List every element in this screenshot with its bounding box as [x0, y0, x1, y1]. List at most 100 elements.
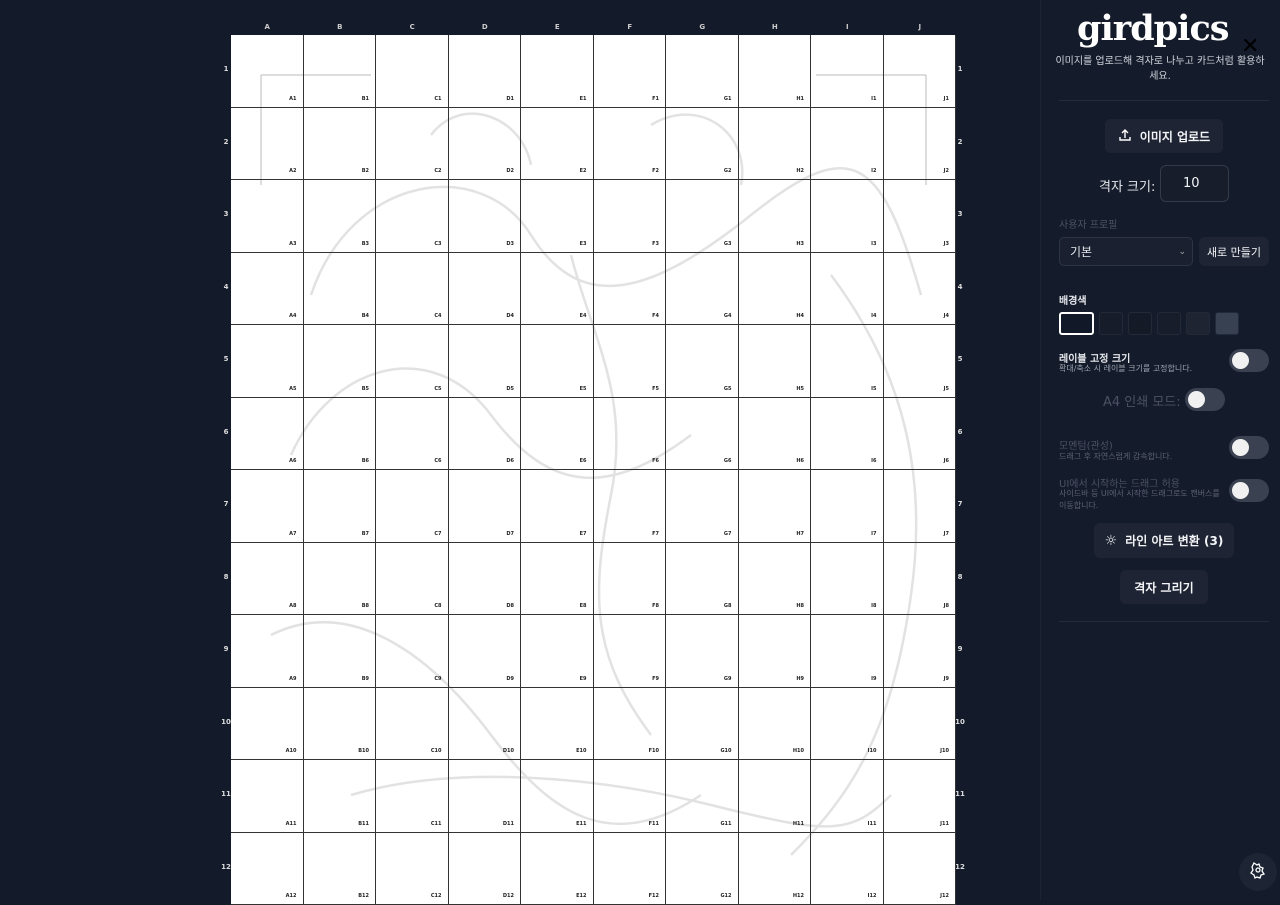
grid-cell[interactable]: E2	[521, 108, 594, 181]
grid-cell[interactable]: D4	[449, 253, 522, 326]
grid-cell[interactable]: G8	[666, 543, 739, 616]
grid-cell[interactable]: I8	[811, 543, 884, 616]
fixed-label-toggle[interactable]	[1229, 349, 1269, 372]
grid-cell[interactable]: D11	[449, 760, 522, 833]
grid-cell[interactable]: A11	[231, 760, 304, 833]
grid-cell[interactable]: B4	[304, 253, 377, 326]
grid-cell[interactable]: I5	[811, 325, 884, 398]
grid-cell[interactable]: C9	[376, 615, 449, 688]
grid-cell[interactable]: B10	[304, 688, 377, 761]
grid-cell[interactable]: B8	[304, 543, 377, 616]
grid-cell[interactable]: A8	[231, 543, 304, 616]
new-profile-button[interactable]: 새로 만들기	[1199, 237, 1269, 266]
bg-color-swatch[interactable]	[1059, 312, 1094, 335]
grid-cell[interactable]: J11	[884, 760, 957, 833]
grid-cell[interactable]: B6	[304, 398, 377, 471]
grid-cell[interactable]: H9	[739, 615, 812, 688]
grid-cell[interactable]: F3	[594, 180, 667, 253]
bg-color-swatch[interactable]	[1186, 312, 1210, 335]
grid-cell[interactable]: H7	[739, 470, 812, 543]
grid-cell[interactable]: I2	[811, 108, 884, 181]
grid-cell[interactable]: G1	[666, 35, 739, 108]
grid-cell[interactable]: B9	[304, 615, 377, 688]
grid-cell[interactable]: E5	[521, 325, 594, 398]
grid-cell[interactable]: E6	[521, 398, 594, 471]
grid-cell[interactable]: B7	[304, 470, 377, 543]
grid-cell[interactable]: D3	[449, 180, 522, 253]
grid-cell[interactable]: C4	[376, 253, 449, 326]
grid-cell[interactable]: C2	[376, 108, 449, 181]
grid-cell[interactable]: D8	[449, 543, 522, 616]
grid-cell[interactable]: D5	[449, 325, 522, 398]
grid-cell[interactable]: H8	[739, 543, 812, 616]
grid-cell[interactable]: F6	[594, 398, 667, 471]
grid-cell[interactable]: G2	[666, 108, 739, 181]
grid-cell[interactable]: F1	[594, 35, 667, 108]
grid-cell[interactable]: J9	[884, 615, 957, 688]
grid-cell[interactable]: J7	[884, 470, 957, 543]
grid-cell[interactable]: D6	[449, 398, 522, 471]
grid-cell[interactable]: C6	[376, 398, 449, 471]
grid-cell[interactable]: H2	[739, 108, 812, 181]
grid-cell[interactable]: I3	[811, 180, 884, 253]
grid-cell[interactable]: E12	[521, 833, 594, 905]
grid-cell[interactable]: A3	[231, 180, 304, 253]
grid-cell[interactable]: G6	[666, 398, 739, 471]
grid-cell[interactable]: D7	[449, 470, 522, 543]
grid-cell[interactable]: J8	[884, 543, 957, 616]
grid-cell[interactable]: D10	[449, 688, 522, 761]
grid-cell[interactable]: E11	[521, 760, 594, 833]
grid-cell[interactable]: H3	[739, 180, 812, 253]
grid-cell[interactable]: I9	[811, 615, 884, 688]
grid-cell[interactable]: J1	[884, 35, 957, 108]
grid-cell[interactable]: A4	[231, 253, 304, 326]
grid-cell[interactable]: I11	[811, 760, 884, 833]
grid-cell[interactable]: E3	[521, 180, 594, 253]
grid-cell[interactable]: A1	[231, 35, 304, 108]
grid-cell[interactable]: D9	[449, 615, 522, 688]
grid-cell[interactable]: F11	[594, 760, 667, 833]
grid-cell[interactable]: A10	[231, 688, 304, 761]
grid-cell[interactable]: J3	[884, 180, 957, 253]
grid-cell[interactable]: G7	[666, 470, 739, 543]
grid-cell[interactable]: D12	[449, 833, 522, 905]
grid-cell[interactable]: F7	[594, 470, 667, 543]
grid-cell[interactable]: A5	[231, 325, 304, 398]
grid-cell[interactable]: E1	[521, 35, 594, 108]
grid-cell[interactable]: J6	[884, 398, 957, 471]
grid-cell[interactable]: B2	[304, 108, 377, 181]
grid-cell[interactable]: F5	[594, 325, 667, 398]
grid-cell[interactable]: H5	[739, 325, 812, 398]
upload-image-button[interactable]: 이미지 업로드	[1105, 119, 1223, 153]
grid-cell[interactable]: B3	[304, 180, 377, 253]
grid-cell[interactable]: G10	[666, 688, 739, 761]
grid-cell[interactable]: C12	[376, 833, 449, 905]
grid-cell[interactable]: F8	[594, 543, 667, 616]
grid-cell[interactable]: B12	[304, 833, 377, 905]
grid-cell[interactable]: H6	[739, 398, 812, 471]
a4-mode-toggle[interactable]	[1185, 388, 1225, 411]
grid-cell[interactable]: G3	[666, 180, 739, 253]
grid-cell[interactable]: G9	[666, 615, 739, 688]
grid-cell[interactable]: B1	[304, 35, 377, 108]
grid-cell[interactable]: C7	[376, 470, 449, 543]
bg-color-swatch[interactable]	[1157, 312, 1181, 335]
grid-cell[interactable]: C8	[376, 543, 449, 616]
grid-cell[interactable]: H1	[739, 35, 812, 108]
grid-cell[interactable]: D1	[449, 35, 522, 108]
grid-cell[interactable]: H4	[739, 253, 812, 326]
ui-drag-toggle[interactable]	[1229, 479, 1269, 502]
grid-cell[interactable]: I4	[811, 253, 884, 326]
grid-cell[interactable]: E9	[521, 615, 594, 688]
grid-cell[interactable]: H11	[739, 760, 812, 833]
grid-cell[interactable]: J5	[884, 325, 957, 398]
grid-cell[interactable]: I1	[811, 35, 884, 108]
grid-cell[interactable]: H12	[739, 833, 812, 905]
grid-cell[interactable]: E8	[521, 543, 594, 616]
grid-cell[interactable]: J12	[884, 833, 957, 905]
grid-cell[interactable]: I6	[811, 398, 884, 471]
grid-cell[interactable]: C1	[376, 35, 449, 108]
grid-cell[interactable]: C3	[376, 180, 449, 253]
